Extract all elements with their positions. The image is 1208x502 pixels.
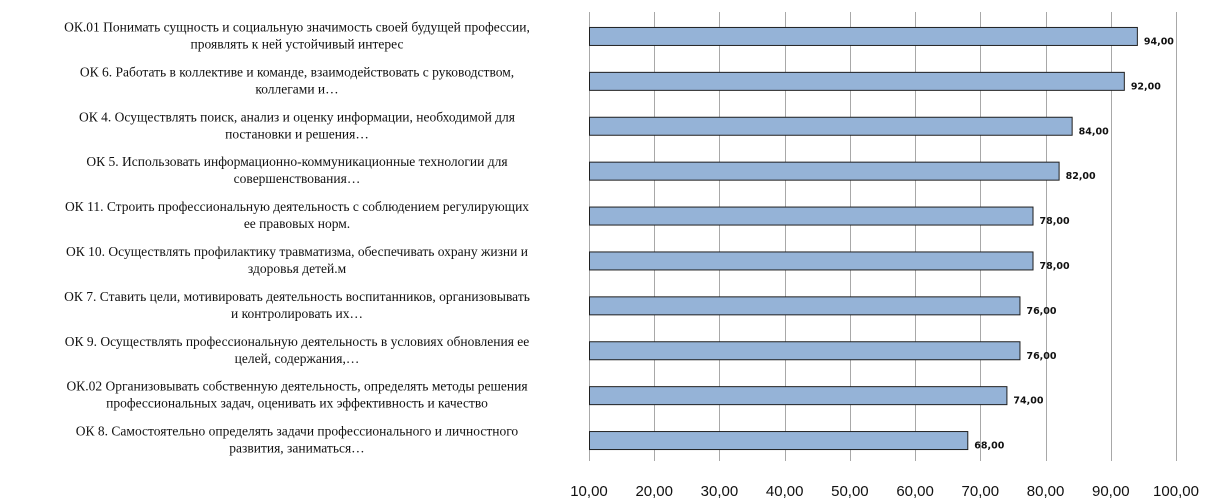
data-label: 84,00 <box>1079 126 1109 137</box>
category-label: ОК 6. Работать в коллективе и команде, в… <box>80 64 514 96</box>
bars <box>589 26 1138 451</box>
data-label: 82,00 <box>1066 171 1096 182</box>
data-labels: 68,00 74,00 76,00 76,00 78,00 78,00 82,00 84,00… <box>974 36 1174 451</box>
category-label-line: здоровья детей.м <box>248 261 347 276</box>
category-label-line: совершенствования… <box>234 171 361 186</box>
category-label-line: ОК 11. Строить профессиональную деятельн… <box>65 199 529 214</box>
bar <box>589 116 1073 136</box>
data-label: 92,00 <box>1131 81 1161 92</box>
x-tick-label: 20,00 <box>635 483 673 500</box>
category-label-line: ОК.02 Организовывать собственную деятель… <box>66 379 527 394</box>
category-label: ОК 11. Строить профессиональную деятельн… <box>65 199 529 231</box>
category-label-line: ОК 4. Осуществлять поиск, анализ и оценк… <box>79 109 515 124</box>
bar <box>589 431 969 451</box>
category-label: ОК 7. Ставить цели, мотивировать деятель… <box>64 289 530 321</box>
x-tick-label: 70,00 <box>962 483 1000 500</box>
data-label: 78,00 <box>1040 261 1070 272</box>
category-label-line: проявлять к ней устойчивый интерес <box>191 36 404 51</box>
category-label: ОК 10. Осуществлять профилактику травмат… <box>66 244 528 276</box>
bar <box>589 341 1021 361</box>
bar <box>589 251 1034 271</box>
x-tick-label: 100,00 <box>1153 483 1199 500</box>
category-label: ОК 4. Осуществлять поиск, анализ и оценк… <box>79 109 515 141</box>
x-tick-label: 40,00 <box>766 483 804 500</box>
x-tick-label: 10,00 <box>570 483 608 500</box>
x-tick-label: 60,00 <box>896 483 934 500</box>
category-label-line: ОК 9. Осуществлять профессиональную деят… <box>65 334 530 349</box>
category-label-line: целей, содержания,… <box>235 351 360 366</box>
data-label: 78,00 <box>1040 216 1070 227</box>
x-axis-tick-labels: 10,00 20,00 30,00 40,00 50,00 60,00 70,00 80,00… <box>570 483 1199 500</box>
category-label: ОК 8. Самостоятельно определять задачи п… <box>76 424 519 456</box>
category-label: ОК.01 Понимать сущность и социальную зна… <box>64 19 530 51</box>
x-tick-label: 30,00 <box>701 483 739 500</box>
data-label: 76,00 <box>1026 306 1056 317</box>
category-label-line: профессиональных задач, оценивать их эфф… <box>106 396 488 411</box>
category-label-line: коллегами и… <box>255 81 338 96</box>
category-label-line: ее правовых норм. <box>244 216 350 231</box>
category-label-line: развития, заниматься… <box>229 441 364 456</box>
category-label: ОК 5. Использовать информационно-коммуни… <box>86 154 507 186</box>
category-label-line: ОК 7. Ставить цели, мотивировать деятель… <box>64 289 530 304</box>
category-label: ОК.02 Организовывать собственную деятель… <box>66 379 527 411</box>
bar <box>589 386 1008 406</box>
category-label-line: ОК 10. Осуществлять профилактику травмат… <box>66 244 528 259</box>
data-label: 76,00 <box>1026 351 1056 362</box>
data-label: 68,00 <box>974 441 1004 452</box>
x-tick-label: 50,00 <box>831 483 869 500</box>
category-label-line: ОК.01 Понимать сущность и социальную зна… <box>64 19 530 34</box>
bar <box>589 26 1138 46</box>
bar <box>589 161 1060 181</box>
category-labels: ОК 8. Самостоятельно определять задачи п… <box>64 19 530 455</box>
category-label-line: ОК 8. Самостоятельно определять задачи п… <box>76 424 519 439</box>
bar <box>589 206 1034 226</box>
category-label: ОК 9. Осуществлять профессиональную деят… <box>65 334 530 366</box>
category-label-line: постановки и решения… <box>225 126 369 141</box>
category-label-line: ОК 5. Использовать информационно-коммуни… <box>86 154 507 169</box>
data-label: 74,00 <box>1013 396 1043 407</box>
bar <box>589 71 1125 91</box>
data-label: 94,00 <box>1144 36 1174 47</box>
x-tick-label: 80,00 <box>1027 483 1065 500</box>
category-label-line: и контролировать их… <box>231 306 363 321</box>
x-tick-label: 90,00 <box>1092 483 1130 500</box>
category-label-line: ОК 6. Работать в коллективе и команде, в… <box>80 64 514 79</box>
bar <box>589 296 1021 316</box>
